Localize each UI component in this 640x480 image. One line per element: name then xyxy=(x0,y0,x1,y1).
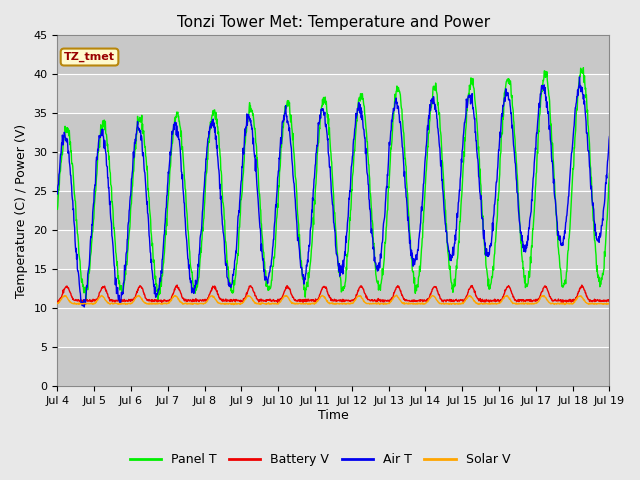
Bar xyxy=(58,113,609,152)
Title: Tonzi Tower Met: Temperature and Power: Tonzi Tower Met: Temperature and Power xyxy=(177,15,490,30)
Y-axis label: Temperature (C) / Power (V): Temperature (C) / Power (V) xyxy=(15,124,28,298)
Bar xyxy=(58,36,609,74)
Bar xyxy=(58,192,609,230)
Text: TZ_tmet: TZ_tmet xyxy=(64,52,115,62)
Bar xyxy=(58,269,609,308)
Bar xyxy=(58,348,609,386)
X-axis label: Time: Time xyxy=(318,409,349,422)
Legend: Panel T, Battery V, Air T, Solar V: Panel T, Battery V, Air T, Solar V xyxy=(125,448,515,471)
